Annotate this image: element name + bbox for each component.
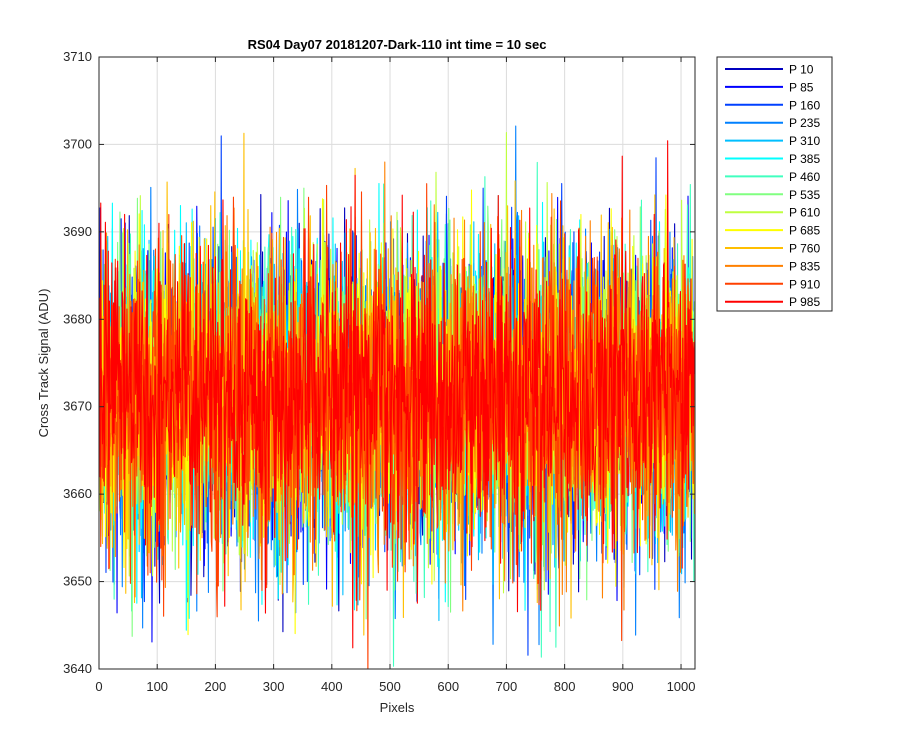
x-tick-label: 100 [146, 679, 168, 694]
series-line-p985 [99, 140, 695, 649]
legend-label: P 535 [789, 188, 820, 202]
chart-title: RS04 Day07 20181207-Dark-110 int time = … [248, 37, 547, 52]
x-tick-label: 0 [95, 679, 102, 694]
legend-label: P 610 [789, 206, 820, 220]
y-axis-label: Cross Track Signal (ADU) [36, 289, 51, 438]
x-tick-label: 400 [321, 679, 343, 694]
plot-frame [98, 56, 696, 670]
series-layer [99, 125, 695, 669]
x-tick-label: 200 [205, 679, 227, 694]
y-tick-label: 3700 [63, 136, 92, 151]
x-tick-label: 900 [612, 679, 634, 694]
x-tick-label: 300 [263, 679, 285, 694]
legend-label: P 985 [789, 295, 820, 309]
x-tick-label: 1000 [667, 679, 696, 694]
legend-label: P 910 [789, 277, 820, 291]
y-tick-label: 3670 [63, 399, 92, 414]
legend-box [716, 56, 833, 312]
y-tick-label: 3640 [63, 661, 92, 676]
ticks: 0 100 200 300 400 500 600 700 800 900 1000 3640 3650… [63, 49, 695, 694]
y-tick-label: 3690 [63, 224, 92, 239]
legend-label: P 160 [789, 98, 820, 112]
legend-label: P 235 [789, 116, 820, 130]
legend-label: P 10 [789, 63, 814, 77]
legend-entries: P 10 P 85 P 160 P 235 P 310 P 385 P 460 P 535 P … [725, 63, 820, 309]
y-tick-label: 3660 [63, 486, 92, 501]
legend: P 10 P 85 P 160 P 235 P 310 P 385 P 460 P 535 P … [716, 56, 833, 312]
legend-label: P 835 [789, 259, 820, 273]
y-tick-label: 3650 [63, 574, 92, 589]
legend-label: P 685 [789, 224, 820, 238]
x-tick-label: 500 [379, 679, 401, 694]
x-axis-label: Pixels [380, 700, 415, 715]
legend-label: P 760 [789, 242, 820, 256]
legend-label: P 385 [789, 152, 820, 166]
x-tick-label: 800 [554, 679, 576, 694]
x-tick-label: 700 [496, 679, 518, 694]
y-tick-label: 3680 [63, 311, 92, 326]
legend-label: P 460 [789, 170, 820, 184]
legend-label: P 310 [789, 134, 820, 148]
plot-area: 0 100 200 300 400 500 600 700 800 900 1000 3640 3650… [63, 49, 696, 694]
y-tick-label: 3710 [63, 49, 92, 64]
legend-label: P 85 [789, 80, 814, 94]
x-tick-label: 600 [437, 679, 459, 694]
